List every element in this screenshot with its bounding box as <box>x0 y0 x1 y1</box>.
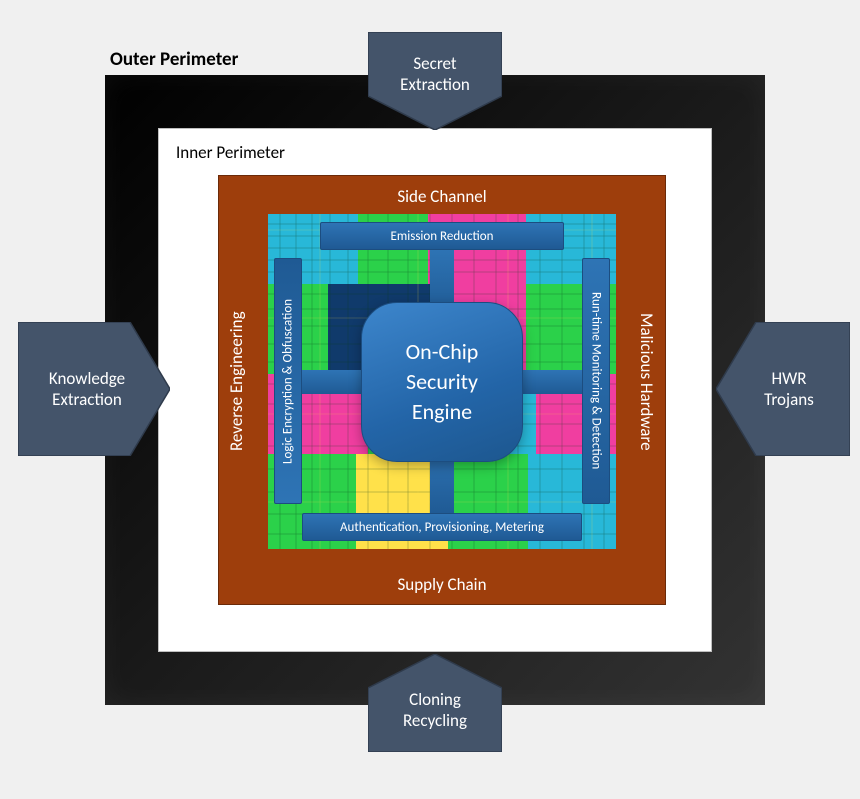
brown-label-left: Reverse Engineering <box>226 214 247 549</box>
brown-label-right: Malicious Hardware <box>636 214 657 549</box>
center-line2: Security <box>406 367 479 397</box>
center-line1: On-Chip <box>406 337 479 367</box>
blue-bar-bottom-label: Authentication, Provisioning, Metering <box>340 520 544 535</box>
blue-bar-top-label: Emission Reduction <box>391 229 494 244</box>
brown-label-bottom: Supply Chain <box>218 574 666 595</box>
center-engine-box: On-Chip Security Engine <box>361 302 523 462</box>
threat-top-line2: Extraction <box>400 74 470 95</box>
threat-bottom: Cloning Recycling <box>368 654 502 752</box>
threat-right-line2: Trojans <box>764 389 814 410</box>
outer-perimeter-label: Outer Perimeter <box>110 48 238 71</box>
inner-perimeter-label: Inner Perimeter <box>176 142 285 163</box>
blue-bar-right: Run-time Monitoring & Detection <box>582 258 610 504</box>
threat-right-line1: HWR <box>764 368 814 389</box>
threat-right: HWR Trojans <box>716 322 850 456</box>
diagram-canvas: Outer Perimeter Inner Perimeter Side Cha… <box>0 0 860 799</box>
threat-bottom-line1: Cloning <box>403 689 467 710</box>
threat-top: Secret Extraction <box>368 32 502 130</box>
blue-bar-left-label: Logic Encryption & Obfuscation <box>281 298 296 463</box>
threat-left-line1: Knowledge <box>49 368 125 389</box>
threat-top-line1: Secret <box>400 53 470 74</box>
blue-bar-bottom: Authentication, Provisioning, Metering <box>302 513 582 541</box>
blue-bar-left: Logic Encryption & Obfuscation <box>274 258 302 504</box>
brown-label-top: Side Channel <box>218 186 666 207</box>
threat-left: Knowledge Extraction <box>18 322 170 456</box>
blue-bar-top: Emission Reduction <box>320 222 564 250</box>
blue-bar-right-label: Run-time Monitoring & Detection <box>589 292 604 469</box>
center-line3: Engine <box>406 397 479 427</box>
threat-bottom-line2: Recycling <box>403 710 467 731</box>
threat-left-line2: Extraction <box>49 389 125 410</box>
